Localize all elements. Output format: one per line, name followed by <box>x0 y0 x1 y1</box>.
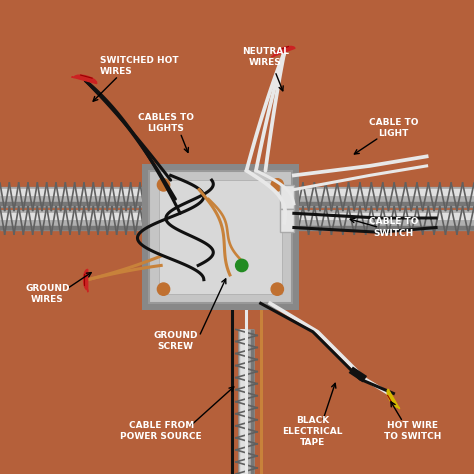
Polygon shape <box>83 269 88 292</box>
FancyBboxPatch shape <box>159 180 282 294</box>
Text: GROUND
WIRES: GROUND WIRES <box>25 284 70 304</box>
Polygon shape <box>387 389 400 409</box>
Circle shape <box>236 259 248 272</box>
FancyBboxPatch shape <box>149 171 292 303</box>
Polygon shape <box>272 46 295 57</box>
Text: HOT WIRE
TO SWITCH: HOT WIRE TO SWITCH <box>383 421 441 441</box>
Circle shape <box>271 283 283 295</box>
Text: GROUND
SCREW: GROUND SCREW <box>153 331 198 351</box>
FancyBboxPatch shape <box>280 209 294 232</box>
Circle shape <box>157 179 170 191</box>
Text: CABLES TO
LIGHTS: CABLES TO LIGHTS <box>138 113 194 133</box>
FancyBboxPatch shape <box>280 185 294 209</box>
Circle shape <box>157 283 170 295</box>
Circle shape <box>271 179 283 191</box>
Text: SWITCHED HOT
WIRES: SWITCHED HOT WIRES <box>100 56 178 76</box>
Text: NEUTRAL
WIRES: NEUTRAL WIRES <box>242 47 289 67</box>
FancyBboxPatch shape <box>142 164 299 310</box>
Text: CABLE TO
LIGHT: CABLE TO LIGHT <box>369 118 418 138</box>
Polygon shape <box>72 75 97 83</box>
Text: CABLE FROM
POWER SOURCE: CABLE FROM POWER SOURCE <box>120 421 202 441</box>
Text: CABLE TO
SWITCH: CABLE TO SWITCH <box>369 218 418 237</box>
Text: BLACK
ELECTRICAL
TAPE: BLACK ELECTRICAL TAPE <box>283 416 343 447</box>
